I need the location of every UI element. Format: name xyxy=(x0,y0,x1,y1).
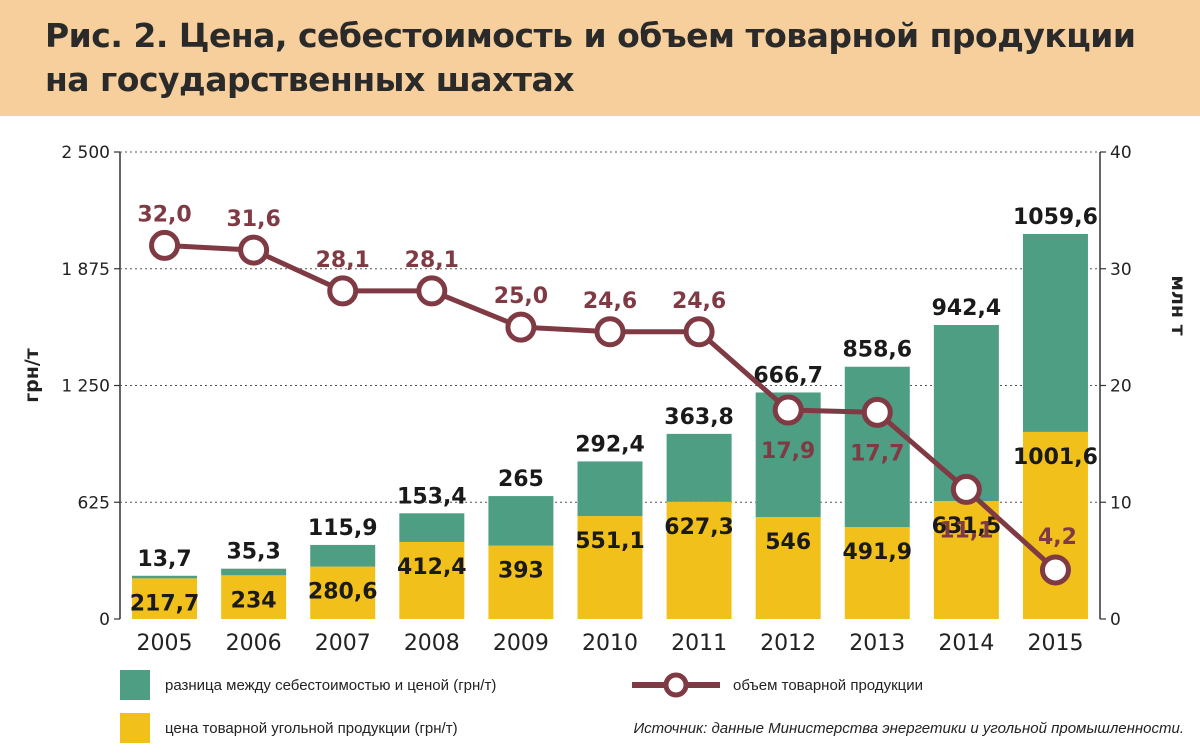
bar-label-diff: 292,4 xyxy=(575,432,645,457)
legend-label-diff: разница между себестоимостью и ценой (гр… xyxy=(165,677,497,694)
bar-label-price: 217,7 xyxy=(130,591,200,616)
chart-title: Рис. 2. Цена, себестоимость и объем това… xyxy=(45,16,1136,99)
bar-label-price: 412,4 xyxy=(397,555,467,580)
legend-label-price: цена товарной угольной продукции (грн/т) xyxy=(165,720,458,737)
x-tick-label: 2015 xyxy=(1027,631,1083,656)
line-point-label: 4,2 xyxy=(1038,525,1077,550)
line-point-label: 17,7 xyxy=(850,441,904,466)
bar-price xyxy=(488,545,554,619)
x-tick-label: 2012 xyxy=(760,631,816,656)
bar-price xyxy=(310,566,376,619)
chart: 0 625 1 250 1 875 2 500 0 10 20 30 40 грн/т млн т 20… xyxy=(21,143,1189,656)
line-point-label: 28,1 xyxy=(405,248,459,273)
line-point xyxy=(594,316,626,348)
line-point-label: 24,6 xyxy=(583,289,637,314)
line-point xyxy=(1039,554,1071,586)
line-point xyxy=(416,275,448,307)
bar-diff xyxy=(577,461,643,517)
line-point-label: 32,0 xyxy=(137,202,191,227)
line-point-label: 31,6 xyxy=(226,207,280,232)
bar-price xyxy=(666,501,732,619)
bar-label-price: 234 xyxy=(231,588,277,613)
bar-label-diff: 363,8 xyxy=(664,405,734,430)
y-tick-label: 1 250 xyxy=(61,377,110,397)
source-note: Источник: данные Министерства энергетики… xyxy=(633,720,1184,737)
y-tick-label: 625 xyxy=(78,493,110,513)
y2-tick-label: 10 xyxy=(1110,493,1132,513)
bar-price xyxy=(755,517,821,619)
bar-label-price: 393 xyxy=(498,559,544,584)
bar-diff xyxy=(132,575,198,579)
bar-label-price: 627,3 xyxy=(664,515,734,540)
bar-label-diff: 265 xyxy=(498,467,544,492)
bar-price xyxy=(844,527,910,619)
line-point xyxy=(505,311,537,343)
bar-label-price: 551,1 xyxy=(575,529,645,554)
bar-price xyxy=(399,541,465,619)
line-point xyxy=(861,396,893,428)
x-tick-label: 2005 xyxy=(137,631,193,656)
bar-label-diff: 1059,6 xyxy=(1013,205,1098,230)
line-point xyxy=(683,316,715,348)
y2-axis-title: млн т xyxy=(1167,275,1189,335)
bar-label-diff: 942,4 xyxy=(932,296,1002,321)
y2-tick-label: 20 xyxy=(1110,377,1132,397)
y2-tick-label: 40 xyxy=(1110,143,1132,163)
bar-label-diff: 115,9 xyxy=(308,516,378,541)
bar-label-price: 280,6 xyxy=(308,580,378,605)
bar-price xyxy=(221,575,287,619)
line-point xyxy=(772,394,804,426)
bar-price xyxy=(577,516,643,619)
bar-diff xyxy=(666,433,732,502)
x-tick-label: 2009 xyxy=(493,631,549,656)
bar-label-price: 546 xyxy=(765,530,811,555)
bar-price xyxy=(933,501,999,619)
bar-label-price: 1001,6 xyxy=(1013,445,1098,470)
bar-label-diff: 35,3 xyxy=(226,540,280,565)
x-tick-label: 2013 xyxy=(849,631,905,656)
legend-swatch-price xyxy=(120,713,150,743)
legend-line-marker xyxy=(632,672,720,698)
title-band xyxy=(0,0,1200,116)
bar-label-price: 631,5 xyxy=(932,514,1002,539)
bar-label-diff: 13,7 xyxy=(137,547,191,572)
bar-label-diff: 153,4 xyxy=(397,484,467,509)
bar-diff xyxy=(1022,233,1088,432)
bar-diff xyxy=(310,544,376,567)
legend-label-line: объем товарной продукции xyxy=(733,677,923,694)
bar-label-diff: 858,6 xyxy=(842,338,912,363)
bar-diff xyxy=(488,496,554,546)
y2-tick-label: 30 xyxy=(1110,260,1132,280)
line-point xyxy=(238,234,270,266)
x-tick-label: 2010 xyxy=(582,631,638,656)
line-point-label: 24,6 xyxy=(672,289,726,314)
line-point xyxy=(327,275,359,307)
x-tick-label: 2006 xyxy=(226,631,282,656)
bar-diff xyxy=(221,568,287,576)
x-tick-label: 2008 xyxy=(404,631,460,656)
line-point-label: 17,9 xyxy=(761,439,815,464)
y-axis-title: грн/т xyxy=(21,348,43,403)
bar-diff xyxy=(844,366,910,528)
line-point xyxy=(149,229,181,261)
y-tick-label: 1 875 xyxy=(61,260,110,280)
line-point xyxy=(950,473,982,505)
bar-price xyxy=(1022,431,1088,619)
bar-price xyxy=(132,578,198,619)
x-tick-label: 2014 xyxy=(938,631,994,656)
x-tick-label: 2011 xyxy=(671,631,727,656)
x-tick-label: 2007 xyxy=(315,631,371,656)
line-point-label: 25,0 xyxy=(494,284,548,309)
y-tick-label: 2 500 xyxy=(61,143,110,163)
line-point-label: 28,1 xyxy=(316,248,370,273)
legend-swatch-diff xyxy=(120,670,150,700)
y-tick-label: 0 xyxy=(99,610,110,630)
bar-diff xyxy=(399,513,465,542)
line-point-label: 11,1 xyxy=(939,518,993,543)
y2-tick-label: 0 xyxy=(1110,610,1121,630)
bar-label-price: 491,9 xyxy=(842,540,912,565)
bar-label-diff: 666,7 xyxy=(753,363,823,388)
